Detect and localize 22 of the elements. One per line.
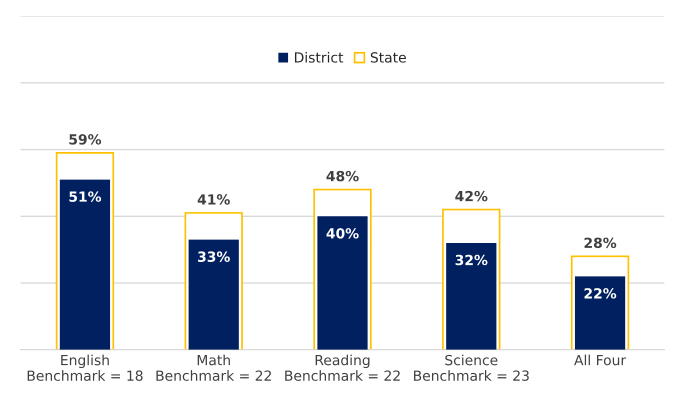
bar [317,216,368,350]
bar [446,242,496,350]
data-label: 32% [456,254,488,266]
x-tick-label: Science Benchmark = 23 [414,354,529,381]
x-tick-label: English Benchmark = 18 [28,354,143,381]
data-label: 41% [198,194,230,205]
data-label: 33% [198,251,230,262]
legend-label: District [294,52,344,63]
legend-label: State [370,52,406,63]
bar [60,180,110,350]
bar [574,276,626,350]
data-label: 42% [455,190,488,202]
x-tick-label: Math Benchmark = 22 [156,354,271,381]
data-label: 59% [69,134,102,145]
bar [188,240,239,350]
x-tick-label: All Four [574,354,626,366]
x-tick-label: Reading Benchmark = 22 [285,354,400,381]
data-label: 22% [584,288,616,299]
data-label: 40% [326,228,359,239]
data-label: 28% [584,238,616,248]
data-label: 48% [326,170,359,182]
data-label: 51% [69,191,102,202]
